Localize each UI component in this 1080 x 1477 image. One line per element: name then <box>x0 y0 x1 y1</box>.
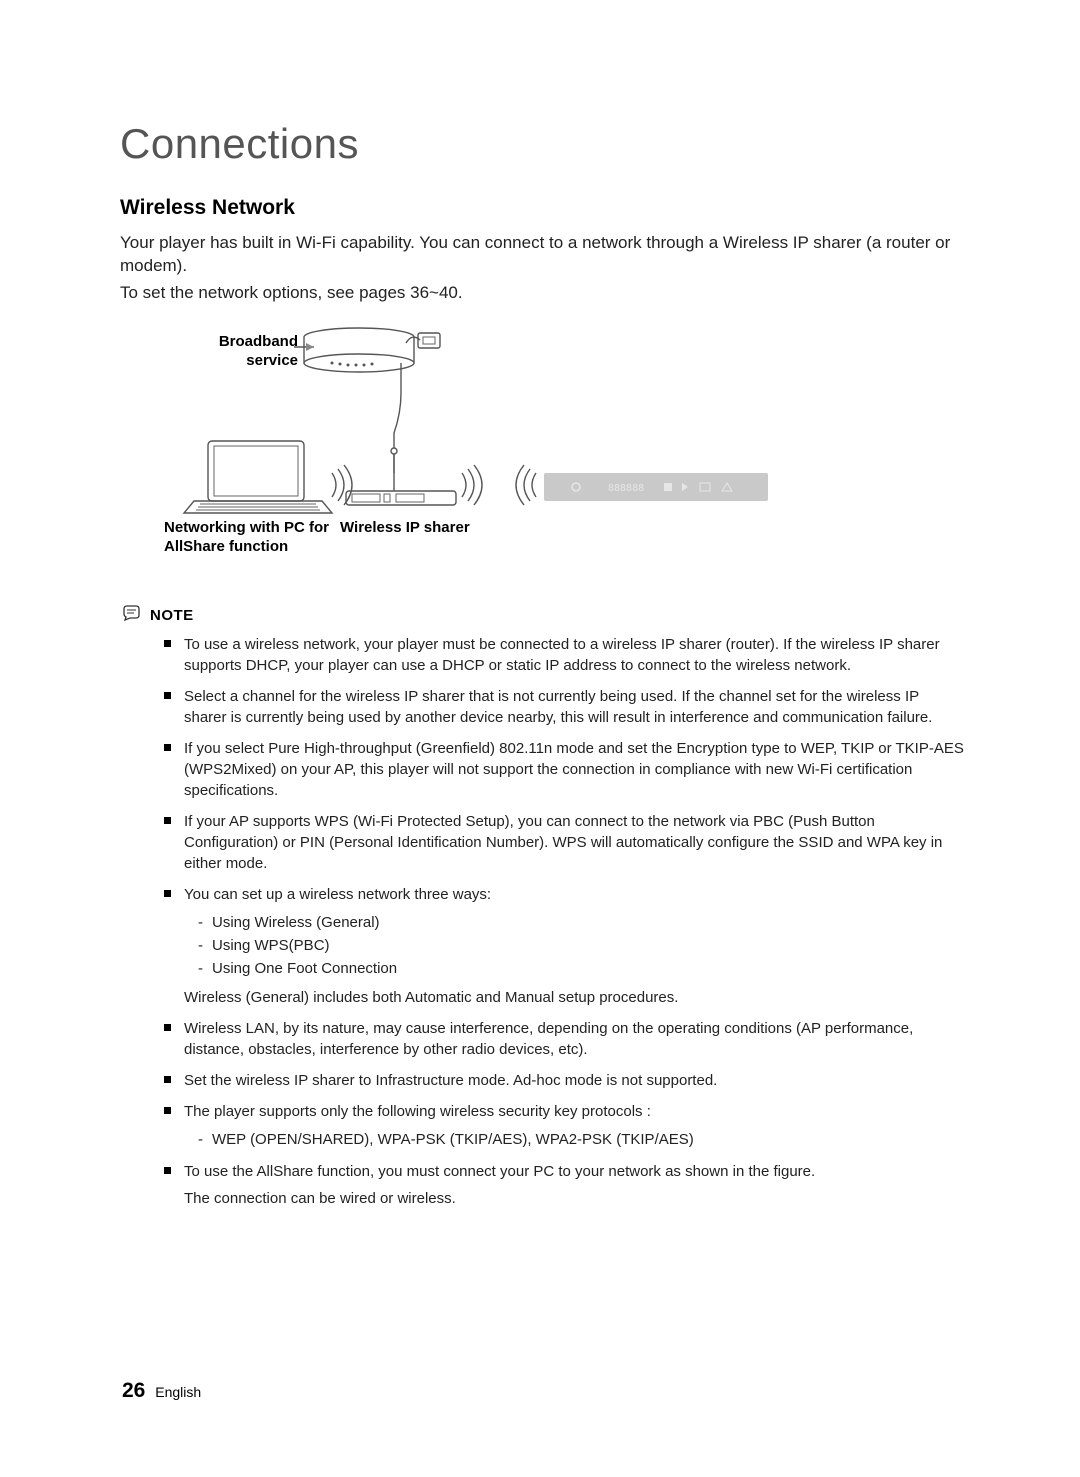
label-broadband: Broadband service <box>208 333 298 371</box>
note-icon <box>122 605 142 626</box>
note-text: Select a channel for the wireless IP sha… <box>184 688 932 726</box>
note-text: If you select Pure High-throughput (Gree… <box>184 740 964 799</box>
note-item: Set the wireless IP sharer to Infrastruc… <box>164 1070 965 1091</box>
page-language: English <box>155 1384 201 1400</box>
note-item: If your AP supports WPS (Wi-Fi Protected… <box>164 811 965 874</box>
note-item: Wireless LAN, by its nature, may cause i… <box>164 1018 965 1060</box>
page-number: 26 <box>122 1379 145 1402</box>
note-item: To use a wireless network, your player m… <box>164 634 965 676</box>
note-tail: Wireless (General) includes both Automat… <box>184 987 965 1008</box>
note-text: The player supports only the following w… <box>184 1103 651 1120</box>
notes-list: To use a wireless network, your player m… <box>120 634 965 1209</box>
note-tail: The connection can be wired or wireless. <box>184 1188 965 1209</box>
label-pc: Networking with PC for AllShare function <box>164 519 334 557</box>
note-subitem: Using Wireless (General) <box>198 911 965 934</box>
note-text: To use the AllShare function, you must c… <box>184 1163 815 1180</box>
intro-line-1: Your player has built in Wi-Fi capabilit… <box>120 232 965 278</box>
note-subitem: Using WPS(PBC) <box>198 934 965 957</box>
note-text: If your AP supports WPS (Wi-Fi Protected… <box>184 813 942 872</box>
note-item: To use the AllShare function, you must c… <box>164 1161 965 1209</box>
section-heading: Wireless Network <box>120 196 965 220</box>
intro-line-2: To set the network options, see pages 36… <box>120 282 965 305</box>
network-diagram: Broadband service Networking with PC for… <box>146 323 966 583</box>
label-sharer: Wireless IP sharer <box>340 519 490 538</box>
note-item: Select a channel for the wireless IP sha… <box>164 686 965 728</box>
note-sublist: WEP (OPEN/SHARED), WPA-PSK (TKIP/AES), W… <box>184 1128 965 1151</box>
note-item: You can set up a wireless network three … <box>164 884 965 1008</box>
page-footer: 26 English <box>122 1379 201 1403</box>
note-label: NOTE <box>150 607 194 624</box>
note-text: Wireless LAN, by its nature, may cause i… <box>184 1020 913 1058</box>
note-subitem: Using One Foot Connection <box>198 957 965 980</box>
note-text: Set the wireless IP sharer to Infrastruc… <box>184 1072 717 1089</box>
note-subitem: WEP (OPEN/SHARED), WPA-PSK (TKIP/AES), W… <box>198 1128 965 1151</box>
chapter-title: Connections <box>120 120 965 168</box>
svg-text:888888: 888888 <box>608 483 644 494</box>
note-item: The player supports only the following w… <box>164 1101 965 1151</box>
note-item: If you select Pure High-throughput (Gree… <box>164 738 965 801</box>
note-sublist: Using Wireless (General) Using WPS(PBC) … <box>184 911 965 981</box>
note-text: You can set up a wireless network three … <box>184 886 491 903</box>
note-text: To use a wireless network, your player m… <box>184 636 940 674</box>
